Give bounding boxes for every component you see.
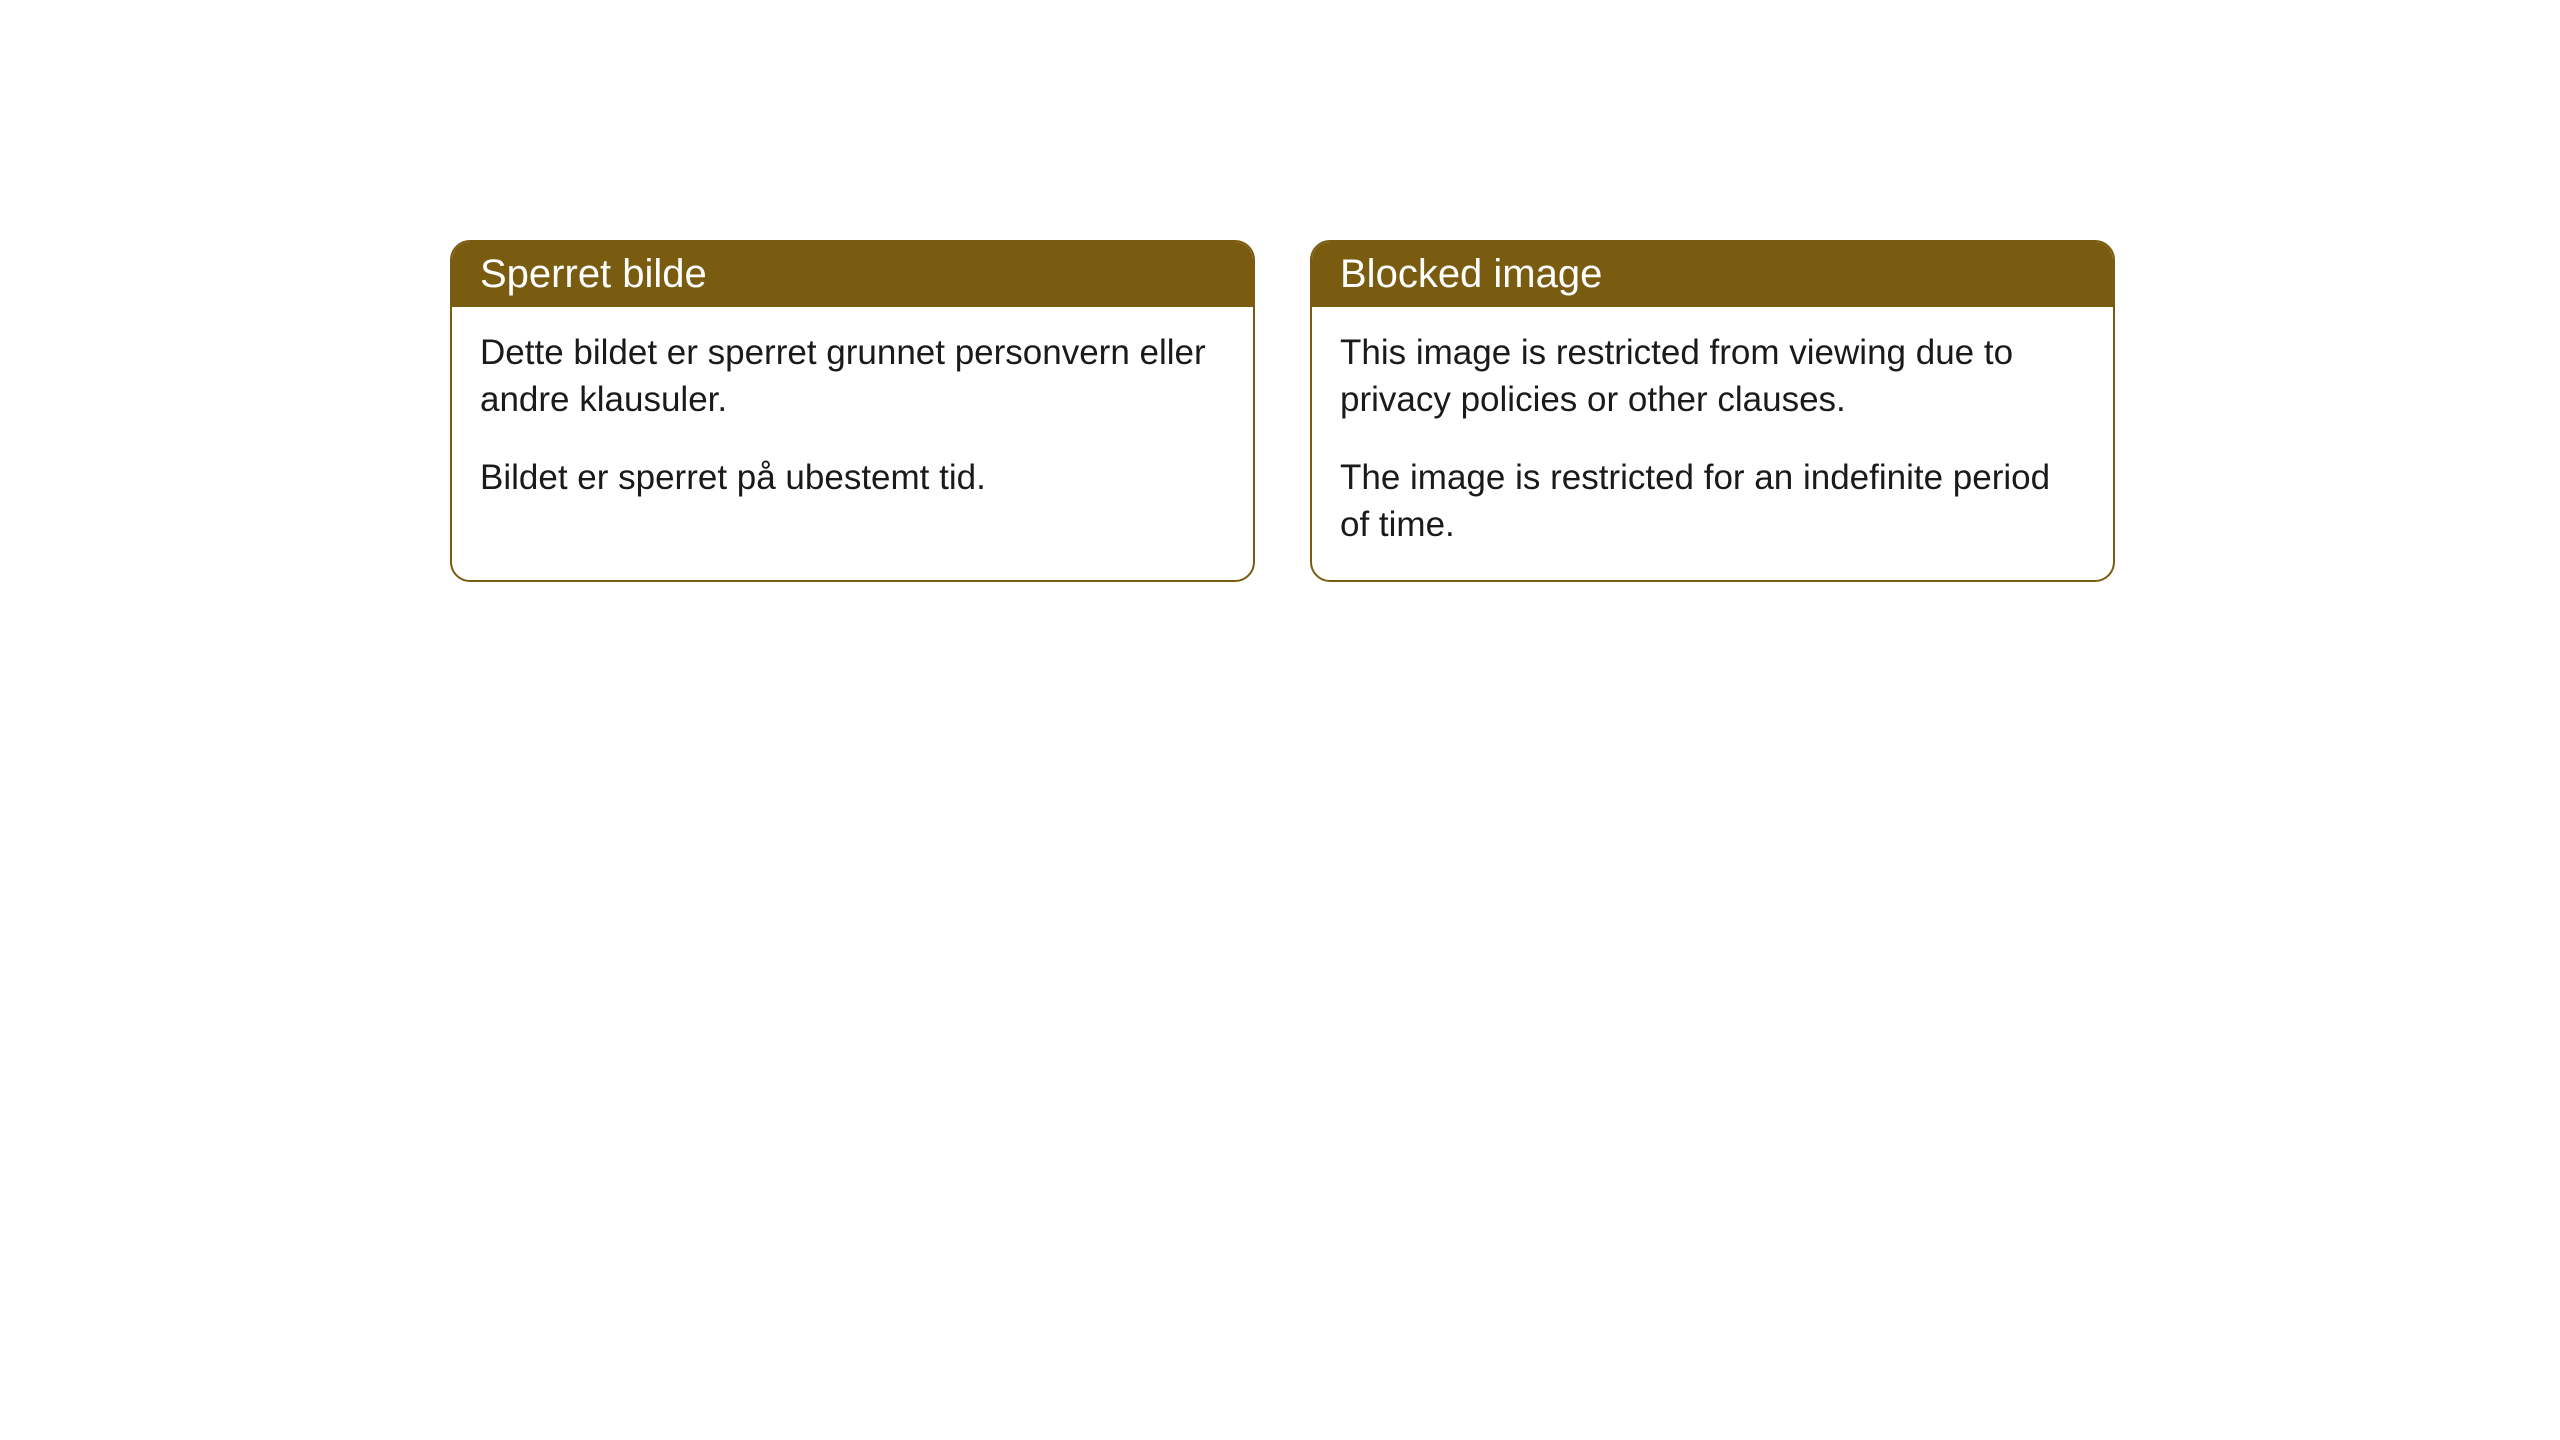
notice-cards-container: Sperret bilde Dette bildet er sperret gr… — [0, 0, 2560, 582]
card-paragraph-1-english: This image is restricted from viewing du… — [1340, 329, 2085, 424]
card-paragraph-2-english: The image is restricted for an indefinit… — [1340, 454, 2085, 549]
card-paragraph-1-norwegian: Dette bildet er sperret grunnet personve… — [480, 329, 1225, 424]
card-header-norwegian: Sperret bilde — [452, 242, 1253, 307]
card-paragraph-2-norwegian: Bildet er sperret på ubestemt tid. — [480, 454, 1225, 501]
card-body-norwegian: Dette bildet er sperret grunnet personve… — [452, 307, 1253, 541]
card-header-english: Blocked image — [1312, 242, 2113, 307]
blocked-image-card-english: Blocked image This image is restricted f… — [1310, 240, 2115, 582]
blocked-image-card-norwegian: Sperret bilde Dette bildet er sperret gr… — [450, 240, 1255, 582]
card-body-english: This image is restricted from viewing du… — [1312, 307, 2113, 582]
